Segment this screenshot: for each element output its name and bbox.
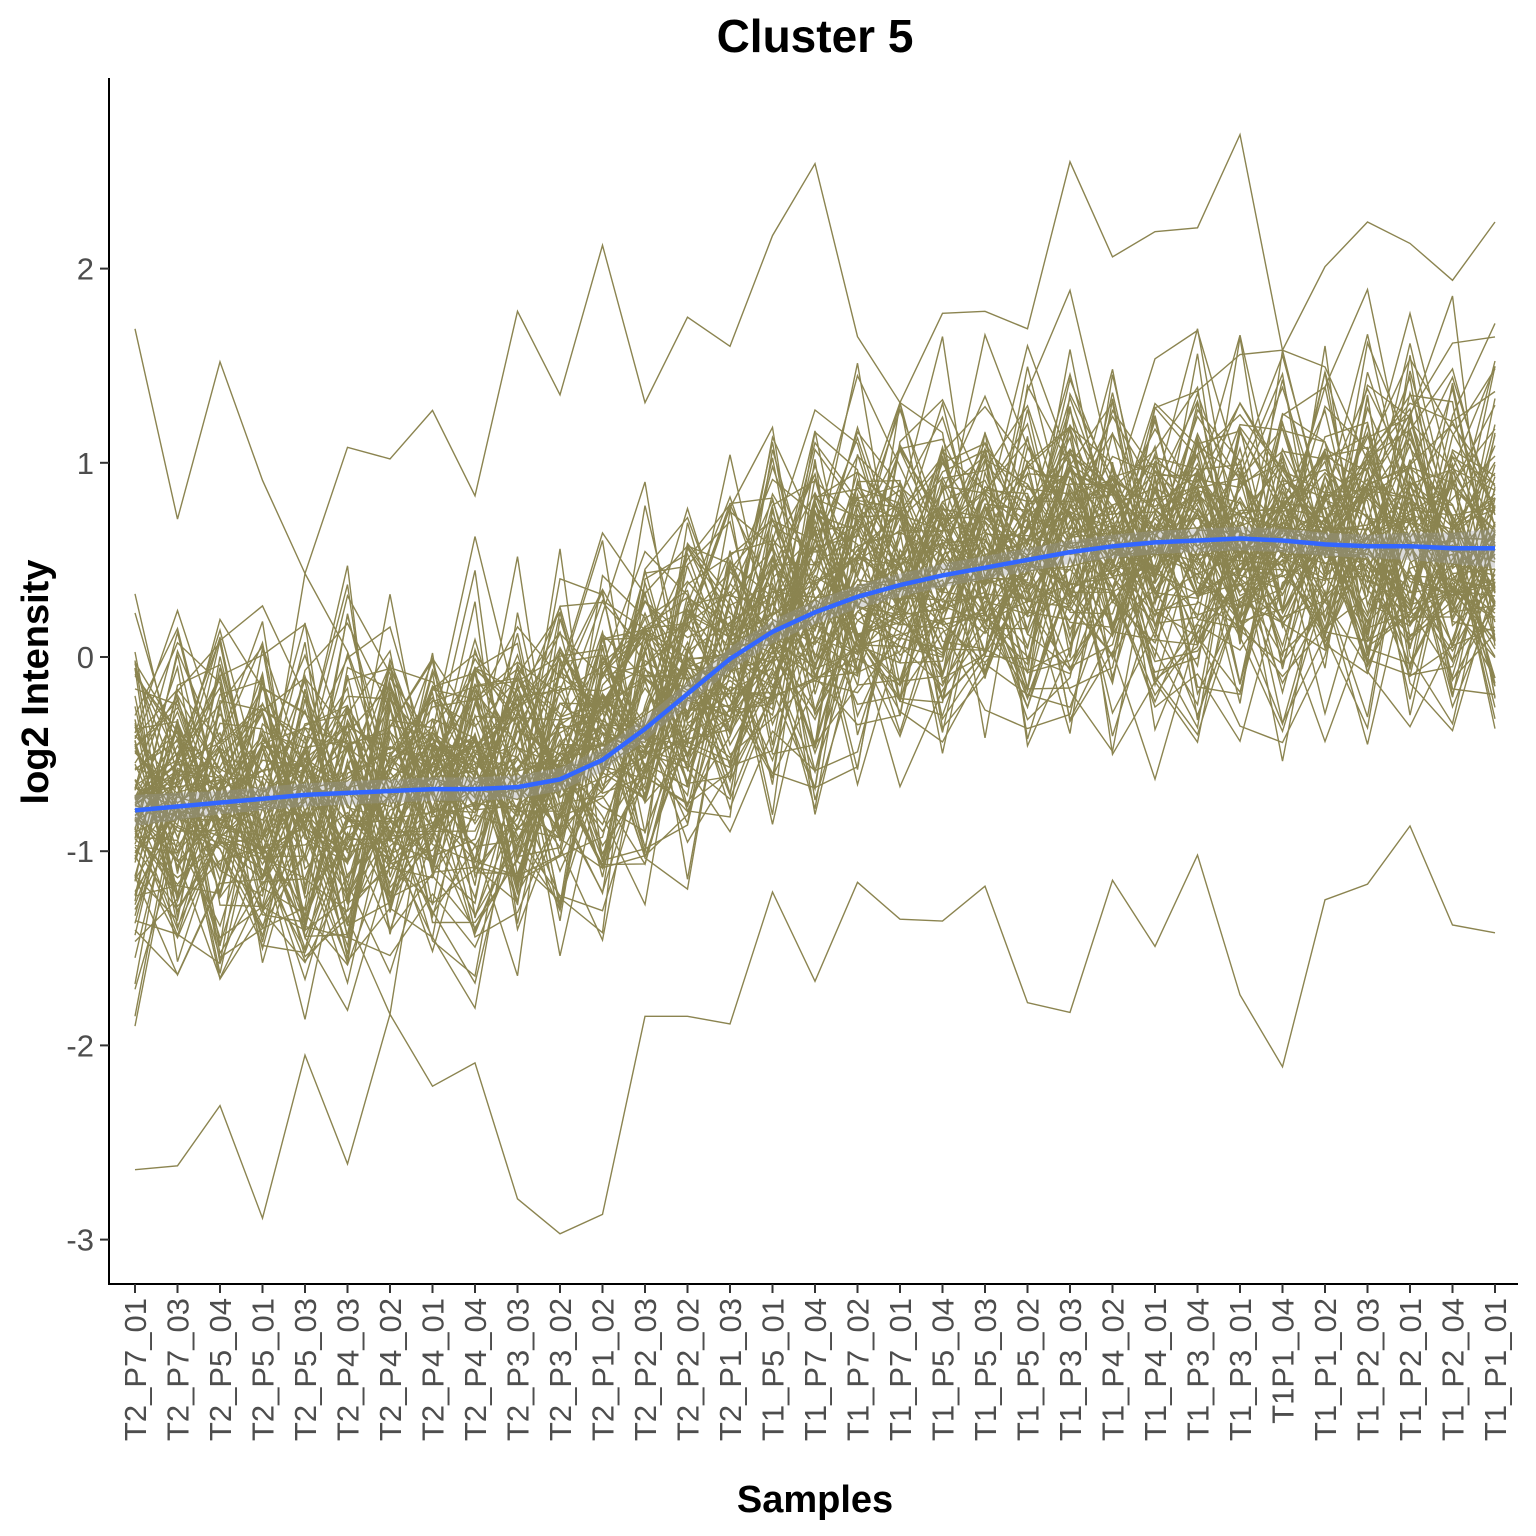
profile-line: [134, 366, 1496, 930]
profile-line: [134, 401, 1496, 863]
x-tick-label: T1_P2_04: [1436, 1298, 1471, 1441]
profile-line: [134, 430, 1496, 942]
x-tick-label: T1_P7_02: [841, 1298, 876, 1441]
x-tick-label: T2_P7_03: [161, 1298, 196, 1441]
profile-line: [134, 434, 1496, 819]
y-tick-label: 1: [77, 446, 94, 481]
profile-line: [134, 450, 1496, 974]
x-tick-label: T2_P2_02: [671, 1298, 706, 1441]
x-tick-label: T2_P3_02: [543, 1298, 578, 1441]
y-tick-label: 2: [77, 252, 94, 287]
x-tick-label: T1_P5_03: [968, 1298, 1003, 1441]
y-axis-title: log2 Intensity: [15, 560, 57, 805]
profile-line: [134, 371, 1496, 959]
x-tick-label: T1_P5_02: [1011, 1298, 1046, 1441]
profile-line: [134, 363, 1496, 874]
x-tick-label: T1_P7_01: [883, 1298, 918, 1441]
x-tick-label: T1_P3_04: [1181, 1298, 1216, 1441]
x-tick-label: T1_P4_02: [1096, 1298, 1131, 1441]
y-tick-label: 0: [77, 640, 94, 675]
plot-area: [134, 132, 1496, 1235]
profile-line: [134, 288, 1496, 850]
x-tick-label: T1_P2_01: [1393, 1298, 1428, 1441]
profile-line: [134, 442, 1496, 896]
smooth-trend-line: [134, 536, 1495, 813]
profile-line: [134, 412, 1496, 906]
profile-line: [134, 450, 1496, 976]
y-tick-label: -3: [66, 1223, 94, 1258]
x-tick-label: T1_P1_02: [1308, 1298, 1343, 1441]
x-tick-label: T2_P4_04: [458, 1298, 493, 1441]
y-axis-ticks: 2 1 0 -1 -2 -3: [66, 252, 109, 1258]
x-tick-label: T1_P1_01: [1478, 1298, 1513, 1441]
x-tick-label: T2_P2_03: [628, 1298, 663, 1441]
x-tick-label: T2_P4_03: [331, 1298, 366, 1441]
profile-line: [134, 349, 1496, 878]
x-tick-label: T1_P5_01: [756, 1298, 791, 1441]
x-tick-label: T1_P5_04: [926, 1298, 961, 1441]
profile-line: [134, 371, 1496, 896]
x-tick-label: T2_P5_03: [288, 1298, 323, 1441]
x-tick-label: T2_P4_02: [373, 1298, 408, 1441]
x-tick-label: T2_P1_02: [586, 1298, 621, 1441]
profile-line: [134, 132, 1496, 576]
profile-line: [134, 491, 1496, 1011]
profile-line: [134, 489, 1496, 857]
x-axis-ticks: T2_P7_01 T2_P7_03 T2_P5_04 T2_P5_01 T2_P5_03…: [118, 1284, 1513, 1441]
x-tick-label: T1_P4_01: [1138, 1298, 1173, 1441]
profile-line: [134, 336, 1496, 880]
x-tick-label: T1P1_04: [1266, 1298, 1301, 1424]
profile-line: [134, 506, 1496, 930]
chart-title: Cluster 5: [717, 10, 914, 62]
x-tick-label: T2_P7_01: [118, 1298, 153, 1441]
x-tick-label: T1_P3_01: [1223, 1298, 1258, 1441]
profile-line: [134, 434, 1496, 899]
profile-line: [134, 420, 1496, 892]
y-tick-label: -1: [66, 834, 94, 869]
profile-line: [134, 387, 1496, 963]
x-axis-title: Samples: [737, 1479, 893, 1521]
x-tick-label: T1_P3_03: [1053, 1298, 1088, 1441]
y-tick-label: -2: [66, 1028, 94, 1063]
profile-line: [134, 399, 1496, 955]
profile-line: [134, 824, 1496, 1235]
profile-line: [134, 431, 1496, 978]
x-tick-label: T2_P5_01: [246, 1298, 281, 1441]
profile-line: [134, 452, 1496, 951]
x-tick-label: T2_P4_01: [416, 1298, 451, 1441]
x-tick-label: T1_P7_04: [798, 1298, 833, 1441]
profile-lines: [134, 132, 1496, 1235]
x-tick-label: T1_P2_03: [1351, 1298, 1386, 1441]
profile-line: [134, 521, 1496, 954]
x-tick-label: T2_P3_03: [501, 1298, 536, 1441]
x-tick-label: T2_P5_04: [203, 1298, 238, 1441]
profile-line: [134, 400, 1496, 841]
profile-line: [134, 379, 1496, 943]
profile-line: [134, 474, 1496, 1027]
x-tick-label: T2_P1_03: [713, 1298, 748, 1441]
profile-line: [134, 370, 1496, 939]
